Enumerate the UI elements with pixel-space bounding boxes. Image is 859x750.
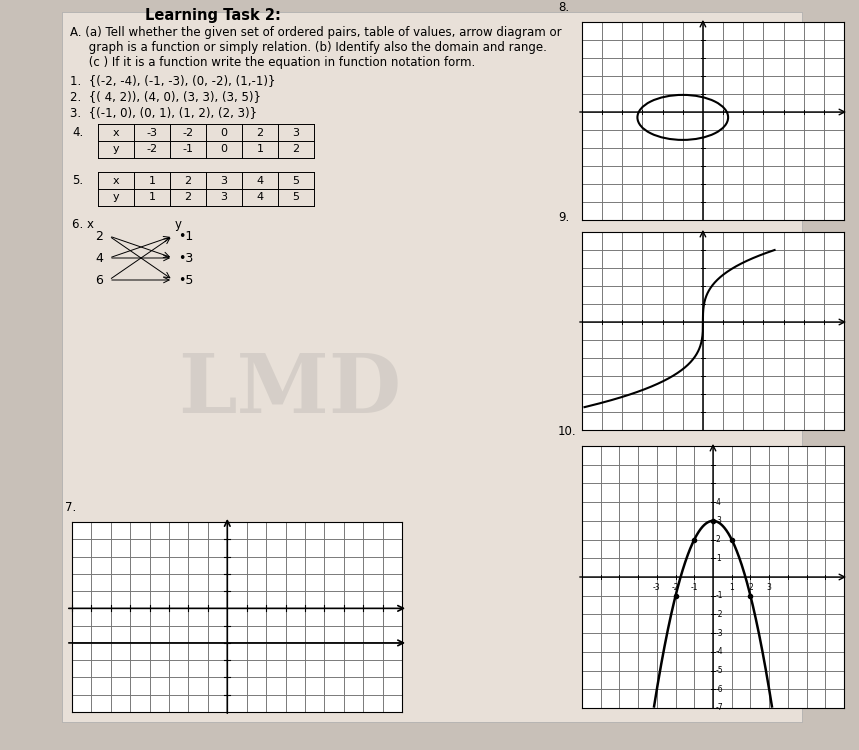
Text: 1: 1 [257,145,264,154]
Text: 3: 3 [293,128,300,137]
Text: -3: -3 [716,628,723,638]
Text: 7.: 7. [65,501,76,514]
Text: -1: -1 [182,145,193,154]
Text: y: y [175,218,182,231]
Text: 0: 0 [221,145,228,154]
FancyBboxPatch shape [582,232,844,430]
Text: -2: -2 [716,610,723,619]
Text: -2: -2 [146,145,157,154]
Text: 4: 4 [95,251,103,265]
Text: -2: -2 [182,128,193,137]
Text: 8.: 8. [558,1,570,14]
Text: 4: 4 [257,176,264,185]
Text: 10.: 10. [558,425,576,438]
Text: -1: -1 [716,591,723,600]
Text: 1: 1 [716,554,721,562]
Text: -6: -6 [716,685,723,694]
Text: -5: -5 [716,666,723,675]
Text: 2: 2 [95,230,103,242]
FancyBboxPatch shape [72,522,402,712]
Text: 1: 1 [149,176,155,185]
Text: 2: 2 [257,128,264,137]
FancyBboxPatch shape [582,446,844,708]
Text: 1: 1 [729,583,734,592]
Text: -3: -3 [653,583,661,592]
Text: 4: 4 [716,498,721,507]
Text: •1: •1 [178,230,193,242]
Text: -7: -7 [716,704,723,712]
Text: •5: •5 [178,274,193,286]
Text: 2: 2 [292,145,300,154]
Text: 2.  {( 4, 2)), (4, 0), (3, 3), (3, 5)}: 2. {( 4, 2)), (4, 0), (3, 3), (3, 5)} [70,90,261,103]
Text: graph is a function or simply relation. (b) Identify also the domain and range.: graph is a function or simply relation. … [70,41,547,54]
Text: 0: 0 [221,128,228,137]
Text: 9.: 9. [558,211,570,224]
Text: -2: -2 [672,583,679,592]
FancyBboxPatch shape [582,22,844,220]
Text: x: x [113,128,119,137]
Text: -3: -3 [147,128,157,137]
Text: 6. x: 6. x [72,218,94,231]
Text: 4.: 4. [72,126,83,139]
FancyBboxPatch shape [62,12,802,722]
Text: 1: 1 [149,193,155,202]
Text: 5.: 5. [72,174,83,187]
Text: 3: 3 [767,583,771,592]
Text: 4: 4 [257,193,264,202]
Text: 2: 2 [185,193,192,202]
Text: 2: 2 [185,176,192,185]
Text: 5: 5 [293,176,300,185]
Text: 3: 3 [221,193,228,202]
Text: (c ) If it is a function write the equation in function notation form.: (c ) If it is a function write the equat… [70,56,475,69]
Text: -4: -4 [716,647,723,656]
Text: y: y [113,145,119,154]
Text: 2: 2 [748,583,752,592]
Text: 3: 3 [221,176,228,185]
Text: •3: •3 [178,251,193,265]
Text: 6: 6 [95,274,103,286]
Text: 3.  {(-1, 0), (0, 1), (1, 2), (2, 3)}: 3. {(-1, 0), (0, 1), (1, 2), (2, 3)} [70,106,257,119]
Text: LMD: LMD [179,350,401,430]
Text: Learning Task 2:: Learning Task 2: [145,8,281,23]
Text: 1.  {(-2, -4), (-1, -3), (0, -2), (1,-1)}: 1. {(-2, -4), (-1, -3), (0, -2), (1,-1)} [70,74,276,87]
Text: -1: -1 [691,583,698,592]
Text: A. (a) Tell whether the given set of ordered pairs, table of values, arrow diagr: A. (a) Tell whether the given set of ord… [70,26,562,39]
Text: 2: 2 [716,535,721,544]
Text: x: x [113,176,119,185]
Text: 5: 5 [293,193,300,202]
Text: y: y [113,193,119,202]
Text: 3: 3 [716,516,721,525]
